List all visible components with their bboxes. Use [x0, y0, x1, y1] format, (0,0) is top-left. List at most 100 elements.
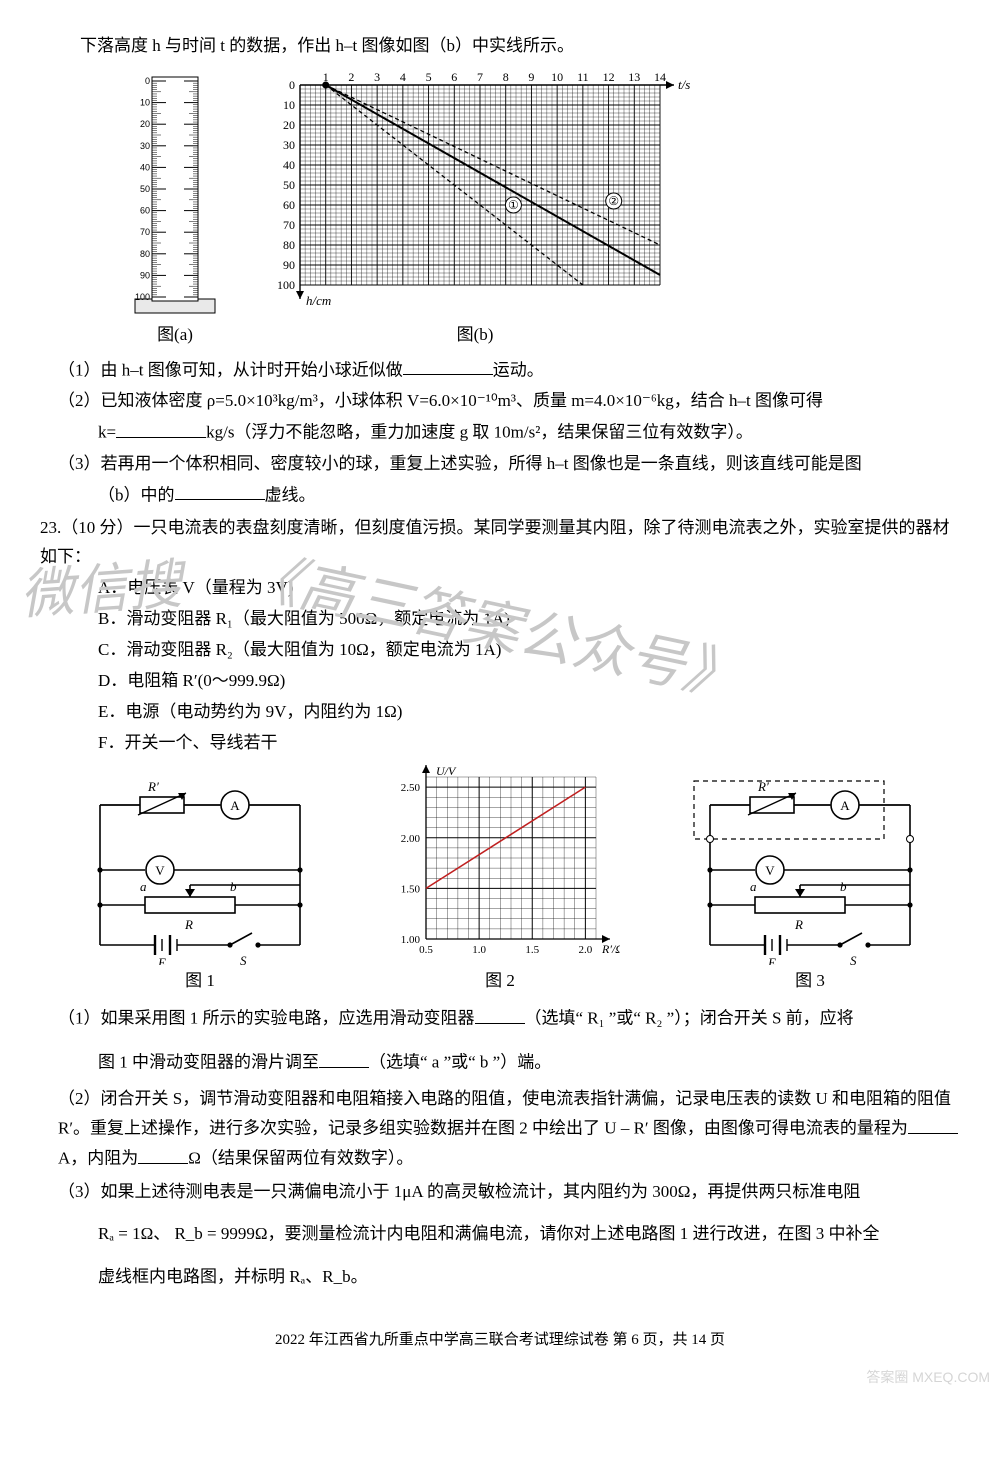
- s1-blank2[interactable]: [319, 1048, 369, 1068]
- fig3-label: 图 3: [795, 967, 825, 996]
- svg-text:50: 50: [283, 178, 295, 192]
- chart2-svg: 0.51.01.52.01.001.502.002.50U/VR′/Ω: [380, 765, 620, 965]
- svg-text:1.0: 1.0: [472, 944, 486, 956]
- svg-text:t/s: t/s: [678, 77, 690, 92]
- svg-text:a: a: [140, 879, 147, 894]
- item-e: E．电源（电动势约为 9V，内阻约为 1Ω): [40, 698, 960, 727]
- svg-text:100: 100: [277, 278, 295, 292]
- svg-text:0: 0: [145, 76, 150, 86]
- svg-text:b: b: [840, 879, 847, 894]
- figure-2: 0.51.01.52.01.001.502.002.50U/VR′/Ω 图 2: [380, 765, 620, 996]
- svg-text:80: 80: [140, 249, 150, 259]
- svg-text:3: 3: [374, 70, 380, 84]
- svg-text:R′: R′: [147, 779, 159, 794]
- circuit3-svg: ESR′AVRab: [680, 775, 940, 965]
- q2-b: k=: [98, 423, 116, 442]
- s1-c: 图 1 中滑动变阻器的滑片调至: [98, 1053, 319, 1072]
- q3-line1: （3）若再用一个体积相同、密度较小的球，重复上述实验，所得 h–t 图像也是一条…: [40, 450, 960, 479]
- svg-text:A: A: [840, 798, 850, 813]
- svg-text:R′/Ω: R′/Ω: [601, 942, 620, 956]
- svg-text:40: 40: [140, 162, 150, 172]
- s2-b: A，内阻为: [58, 1149, 138, 1168]
- s1-b: （选填“ R₁ ”或“ R₂ ”）；闭合开关 S 前，应将: [525, 1009, 854, 1028]
- p23-head: 23.（10 分）一只电流表的表盘刻度清晰，但刻度值污损。某同学要测量其内阻，除…: [40, 514, 960, 572]
- item-f: F．开关一个、导线若干: [40, 729, 960, 758]
- s1-a: （1）如果采用图 1 所示的实验电路，应选用滑动变阻器: [58, 1009, 475, 1028]
- circuit1-svg: ESR′AVRab: [80, 775, 320, 965]
- svg-text:1.5: 1.5: [525, 944, 539, 956]
- svg-text:60: 60: [140, 205, 150, 215]
- q3-b: （b）中的: [98, 485, 175, 504]
- svg-text:9: 9: [528, 70, 534, 84]
- svg-text:2.0: 2.0: [579, 944, 593, 956]
- svg-text:②: ②: [608, 194, 619, 208]
- svg-text:S: S: [850, 953, 857, 965]
- svg-text:5: 5: [426, 70, 432, 84]
- s3-line3: 虚线框内电路图，并标明 Rₐ、R_b。: [40, 1263, 960, 1292]
- svg-text:20: 20: [283, 118, 295, 132]
- svg-text:V: V: [155, 863, 165, 878]
- s3-line2: Rₐ = 1Ω、 R_b = 9999Ω，要测量检流计内电阻和满偏电流，请你对上…: [40, 1220, 960, 1249]
- cylinder-svg: 0102030405060708090100: [120, 69, 230, 319]
- svg-text:0.5: 0.5: [419, 944, 433, 956]
- svg-text:6: 6: [451, 70, 457, 84]
- svg-text:30: 30: [140, 141, 150, 151]
- svg-text:13: 13: [628, 70, 640, 84]
- svg-text:70: 70: [283, 218, 295, 232]
- svg-text:80: 80: [283, 238, 295, 252]
- intro-line: 下落高度 h 与时间 t 的数据，作出 h–t 图像如图（b）中实线所示。: [40, 32, 960, 61]
- q3-line2: （b）中的虚线。: [40, 481, 960, 511]
- figure-a-label: 图(a): [157, 321, 193, 350]
- s3-line1: （3）如果上述待测电表是一只满偏电流小于 1μA 的高灵敏检流计，其内阻约为 3…: [40, 1178, 960, 1207]
- svg-text:60: 60: [283, 198, 295, 212]
- svg-text:90: 90: [283, 258, 295, 272]
- q3-blank[interactable]: [175, 481, 265, 501]
- s2-line: （2）闭合开关 S，调节滑动变阻器和电阻箱接入电路的阻值，使电流表指针满偏，记录…: [40, 1085, 960, 1173]
- s1-blank1[interactable]: [475, 1004, 525, 1024]
- q2-line2: k= kg/s（浮力不能忽略，重力加速度 g 取 10m/s²，结果保留三位有效数…: [40, 418, 960, 448]
- s2-blank1[interactable]: [908, 1114, 958, 1134]
- ht-chart-svg: 1234567891011121314010203040506070809010…: [260, 67, 690, 319]
- svg-text:R: R: [794, 917, 803, 932]
- s1-line: （1）如果采用图 1 所示的实验电路，应选用滑动变阻器 （选填“ R₁ ”或“ R…: [40, 1004, 960, 1034]
- svg-text:2: 2: [348, 70, 354, 84]
- s2-c: Ω（结果保留两位有效数字）。: [188, 1149, 413, 1168]
- svg-text:1.00: 1.00: [401, 934, 421, 946]
- svg-text:50: 50: [140, 184, 150, 194]
- svg-text:12: 12: [603, 70, 615, 84]
- figure-row-123: ESR′AVRab 图 1 0.51.01.52.01.001.502.002.…: [80, 765, 940, 996]
- fig2-label: 图 2: [485, 967, 515, 996]
- svg-text:h/cm: h/cm: [306, 293, 331, 308]
- svg-text:10: 10: [140, 97, 150, 107]
- svg-text:14: 14: [654, 70, 666, 84]
- q1: （1）由 h–t 图像可知，从计时开始小球近似做 运动。: [40, 356, 960, 386]
- figure-3: ESR′AVRab 图 3: [680, 775, 940, 996]
- svg-text:10: 10: [283, 98, 295, 112]
- figure-b-label: 图(b): [457, 321, 494, 350]
- svg-text:11: 11: [577, 70, 589, 84]
- q1-blank[interactable]: [403, 356, 493, 376]
- svg-text:90: 90: [140, 270, 150, 280]
- q2-c: kg/s（浮力不能忽略，重力加速度 g 取 10m/s²，结果保留三位有效数字）…: [206, 423, 753, 442]
- figure-row-ab: 0102030405060708090100 图(a) 123456789101…: [120, 67, 960, 350]
- svg-text:S: S: [240, 953, 247, 965]
- q2-line1: （2）已知液体密度 ρ=5.0×10³kg/m³，小球体积 V=6.0×10⁻¹…: [40, 387, 960, 416]
- q1-text: （1）由 h–t 图像可知，从计时开始小球近似做: [58, 360, 403, 379]
- item-b: B．滑动变阻器 R₁（最大阻值为 500Ω，额定电流为 1A): [40, 605, 960, 634]
- figure-a: 0102030405060708090100 图(a): [120, 69, 230, 350]
- svg-text:a: a: [750, 879, 757, 894]
- item-d: D．电阻箱 R′(0～999.9Ω): [40, 667, 960, 696]
- svg-text:7: 7: [477, 70, 483, 84]
- figure-b: 1234567891011121314010203040506070809010…: [260, 67, 690, 350]
- q1-tail: 运动。: [493, 360, 544, 379]
- corner-watermark: 答案圈 MXEQ.COM: [866, 1370, 990, 1385]
- svg-text:V: V: [765, 863, 775, 878]
- s2-blank2[interactable]: [138, 1144, 188, 1164]
- q2-blank[interactable]: [116, 418, 206, 438]
- fig1-label: 图 1: [185, 967, 215, 996]
- s2-a: （2）闭合开关 S，调节滑动变阻器和电阻箱接入电路的阻值，使电流表指针满偏，记录…: [58, 1089, 951, 1138]
- s1-d: （选填“ a ”或“ b ”）端。: [369, 1053, 551, 1072]
- item-c: C．滑动变阻器 R₂（最大阻值为 10Ω，额定电流为 1A): [40, 636, 960, 665]
- svg-text:10: 10: [551, 70, 563, 84]
- s1-line2: 图 1 中滑动变阻器的滑片调至 （选填“ a ”或“ b ”）端。: [40, 1048, 960, 1078]
